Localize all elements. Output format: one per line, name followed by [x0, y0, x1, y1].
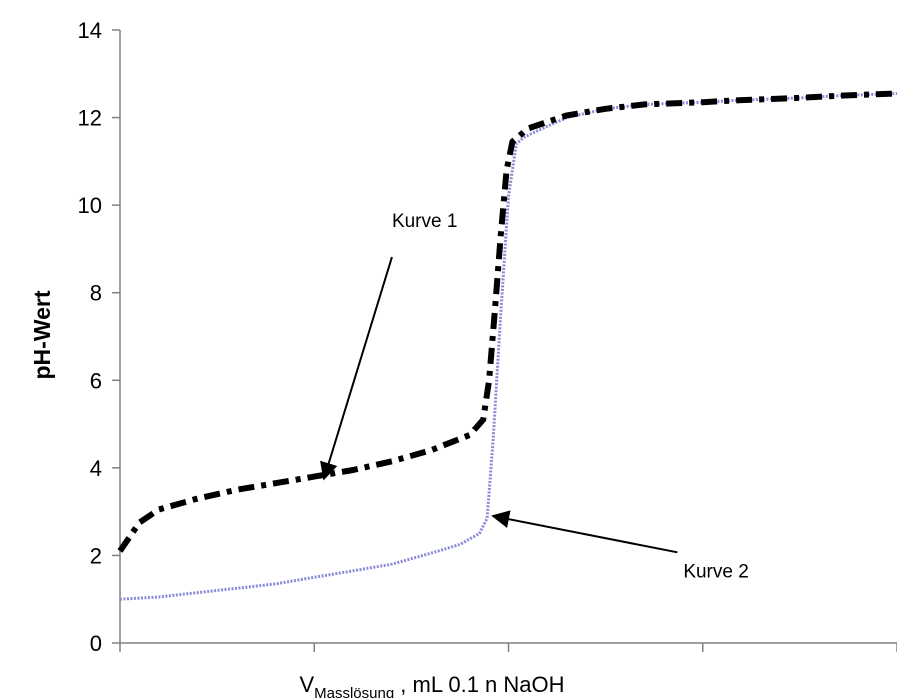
- x-axis-label-subscript: Masslösung: [314, 685, 394, 698]
- x-axis-label-main: V: [299, 672, 314, 697]
- series-kurve-2-line: [119, 92, 897, 601]
- series-kurve-1-line: [117, 90, 897, 553]
- y-tick-label: 6: [90, 368, 102, 393]
- series-group: [117, 90, 897, 601]
- y-tick-label: 4: [90, 456, 102, 481]
- x-axis-label: VMasslösung , mL 0.1 n NaOH: [299, 672, 564, 698]
- y-tick-label: 12: [78, 106, 102, 131]
- y-tick-label: 14: [78, 18, 102, 43]
- annotation-group: Kurve 1 Kurve 2: [320, 211, 749, 582]
- y-ticks: 0 2 4 6 8 10 12 14: [78, 18, 120, 656]
- annotation-arrow-kurve-1: [320, 256, 393, 481]
- annotation-label-kurve-2: Kurve 2: [683, 561, 748, 582]
- y-tick-label: 10: [78, 193, 102, 218]
- y-tick-label: 8: [90, 281, 102, 306]
- x-ticks: [119, 643, 897, 652]
- plot-area: 0 2 4 6 8 10 12 14 Kurve 1 Kurve 2: [78, 18, 897, 656]
- annotation-label-kurve-1: Kurve 1: [392, 211, 457, 232]
- annotation-arrow-kurve-2: [491, 510, 678, 554]
- y-tick-label: 0: [90, 631, 102, 656]
- x-axis-label-rest: , mL 0.1 n NaOH: [394, 672, 564, 697]
- y-tick-label: 2: [90, 543, 102, 568]
- y-axis-label: pH-Wert: [29, 290, 55, 379]
